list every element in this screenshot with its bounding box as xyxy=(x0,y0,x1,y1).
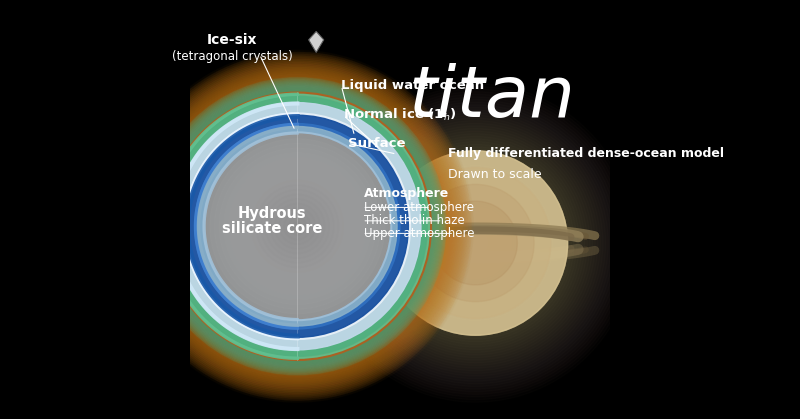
Circle shape xyxy=(180,109,414,344)
Circle shape xyxy=(157,86,438,367)
Circle shape xyxy=(125,54,470,398)
Circle shape xyxy=(233,162,362,291)
Circle shape xyxy=(150,80,444,373)
Circle shape xyxy=(177,106,418,347)
Circle shape xyxy=(152,80,443,372)
Circle shape xyxy=(168,97,426,356)
Circle shape xyxy=(238,189,356,306)
Circle shape xyxy=(158,86,438,366)
Text: Upper atmosphere: Upper atmosphere xyxy=(364,227,475,240)
Circle shape xyxy=(210,139,385,314)
Circle shape xyxy=(266,194,330,258)
Text: Lower atmosphere: Lower atmosphere xyxy=(364,201,474,214)
Text: Fully differentiated dense-ocean model: Fully differentiated dense-ocean model xyxy=(448,147,724,160)
Circle shape xyxy=(149,78,446,375)
Circle shape xyxy=(219,148,376,305)
Circle shape xyxy=(205,134,390,318)
Circle shape xyxy=(173,101,422,351)
Text: Surface: Surface xyxy=(348,137,405,150)
Circle shape xyxy=(383,151,568,335)
Circle shape xyxy=(174,103,421,349)
Circle shape xyxy=(156,85,438,368)
Circle shape xyxy=(400,168,551,318)
Circle shape xyxy=(256,185,338,267)
Circle shape xyxy=(159,88,436,365)
Circle shape xyxy=(126,56,468,397)
Circle shape xyxy=(174,103,421,350)
Circle shape xyxy=(279,208,315,244)
Circle shape xyxy=(228,157,366,295)
Circle shape xyxy=(129,57,466,395)
Circle shape xyxy=(198,127,397,326)
Circle shape xyxy=(175,104,419,348)
Circle shape xyxy=(274,204,320,249)
Text: (tetragonal crystals): (tetragonal crystals) xyxy=(172,50,293,63)
Circle shape xyxy=(123,52,471,400)
Circle shape xyxy=(155,84,440,369)
Circle shape xyxy=(130,59,465,393)
Circle shape xyxy=(165,94,430,359)
Text: silicate core: silicate core xyxy=(222,221,322,236)
Circle shape xyxy=(224,153,341,270)
Circle shape xyxy=(178,107,416,345)
Circle shape xyxy=(434,201,518,285)
Circle shape xyxy=(154,83,441,370)
Circle shape xyxy=(417,184,534,302)
Circle shape xyxy=(247,176,348,277)
Circle shape xyxy=(251,181,343,272)
Text: Thick tholin haze: Thick tholin haze xyxy=(364,214,465,228)
Circle shape xyxy=(184,113,410,339)
Circle shape xyxy=(171,100,424,353)
Text: titan: titan xyxy=(409,63,576,132)
Circle shape xyxy=(163,92,431,360)
Circle shape xyxy=(166,94,430,358)
Circle shape xyxy=(224,182,341,300)
Circle shape xyxy=(238,166,357,286)
Circle shape xyxy=(218,168,335,285)
Polygon shape xyxy=(309,31,324,52)
Text: Liquid water ocean: Liquid water ocean xyxy=(342,79,485,93)
Circle shape xyxy=(161,89,434,363)
Circle shape xyxy=(203,132,392,321)
Text: Normal ice (1$_h$): Normal ice (1$_h$) xyxy=(343,107,457,123)
Circle shape xyxy=(154,83,440,369)
Circle shape xyxy=(383,151,568,335)
Text: Drawn to scale: Drawn to scale xyxy=(448,168,542,181)
Circle shape xyxy=(186,115,408,337)
Circle shape xyxy=(270,199,325,253)
Circle shape xyxy=(261,190,334,263)
Circle shape xyxy=(260,168,377,285)
Circle shape xyxy=(214,143,380,309)
Circle shape xyxy=(153,82,442,371)
Circle shape xyxy=(224,153,371,300)
Circle shape xyxy=(170,98,425,354)
Circle shape xyxy=(156,85,438,367)
Text: Hydrous: Hydrous xyxy=(238,206,306,221)
Circle shape xyxy=(254,182,371,300)
Text: Atmosphere: Atmosphere xyxy=(364,187,450,200)
Circle shape xyxy=(166,96,428,357)
Circle shape xyxy=(150,79,445,374)
Circle shape xyxy=(162,91,433,362)
Circle shape xyxy=(153,82,442,371)
Circle shape xyxy=(293,222,302,230)
Text: Ice-six: Ice-six xyxy=(207,33,258,47)
Circle shape xyxy=(254,153,371,270)
Circle shape xyxy=(151,80,443,372)
Circle shape xyxy=(284,213,310,240)
Circle shape xyxy=(167,96,427,356)
Circle shape xyxy=(242,171,353,282)
Circle shape xyxy=(205,134,390,318)
Circle shape xyxy=(289,217,306,235)
Circle shape xyxy=(163,93,431,360)
Circle shape xyxy=(194,124,400,329)
Circle shape xyxy=(238,147,356,264)
